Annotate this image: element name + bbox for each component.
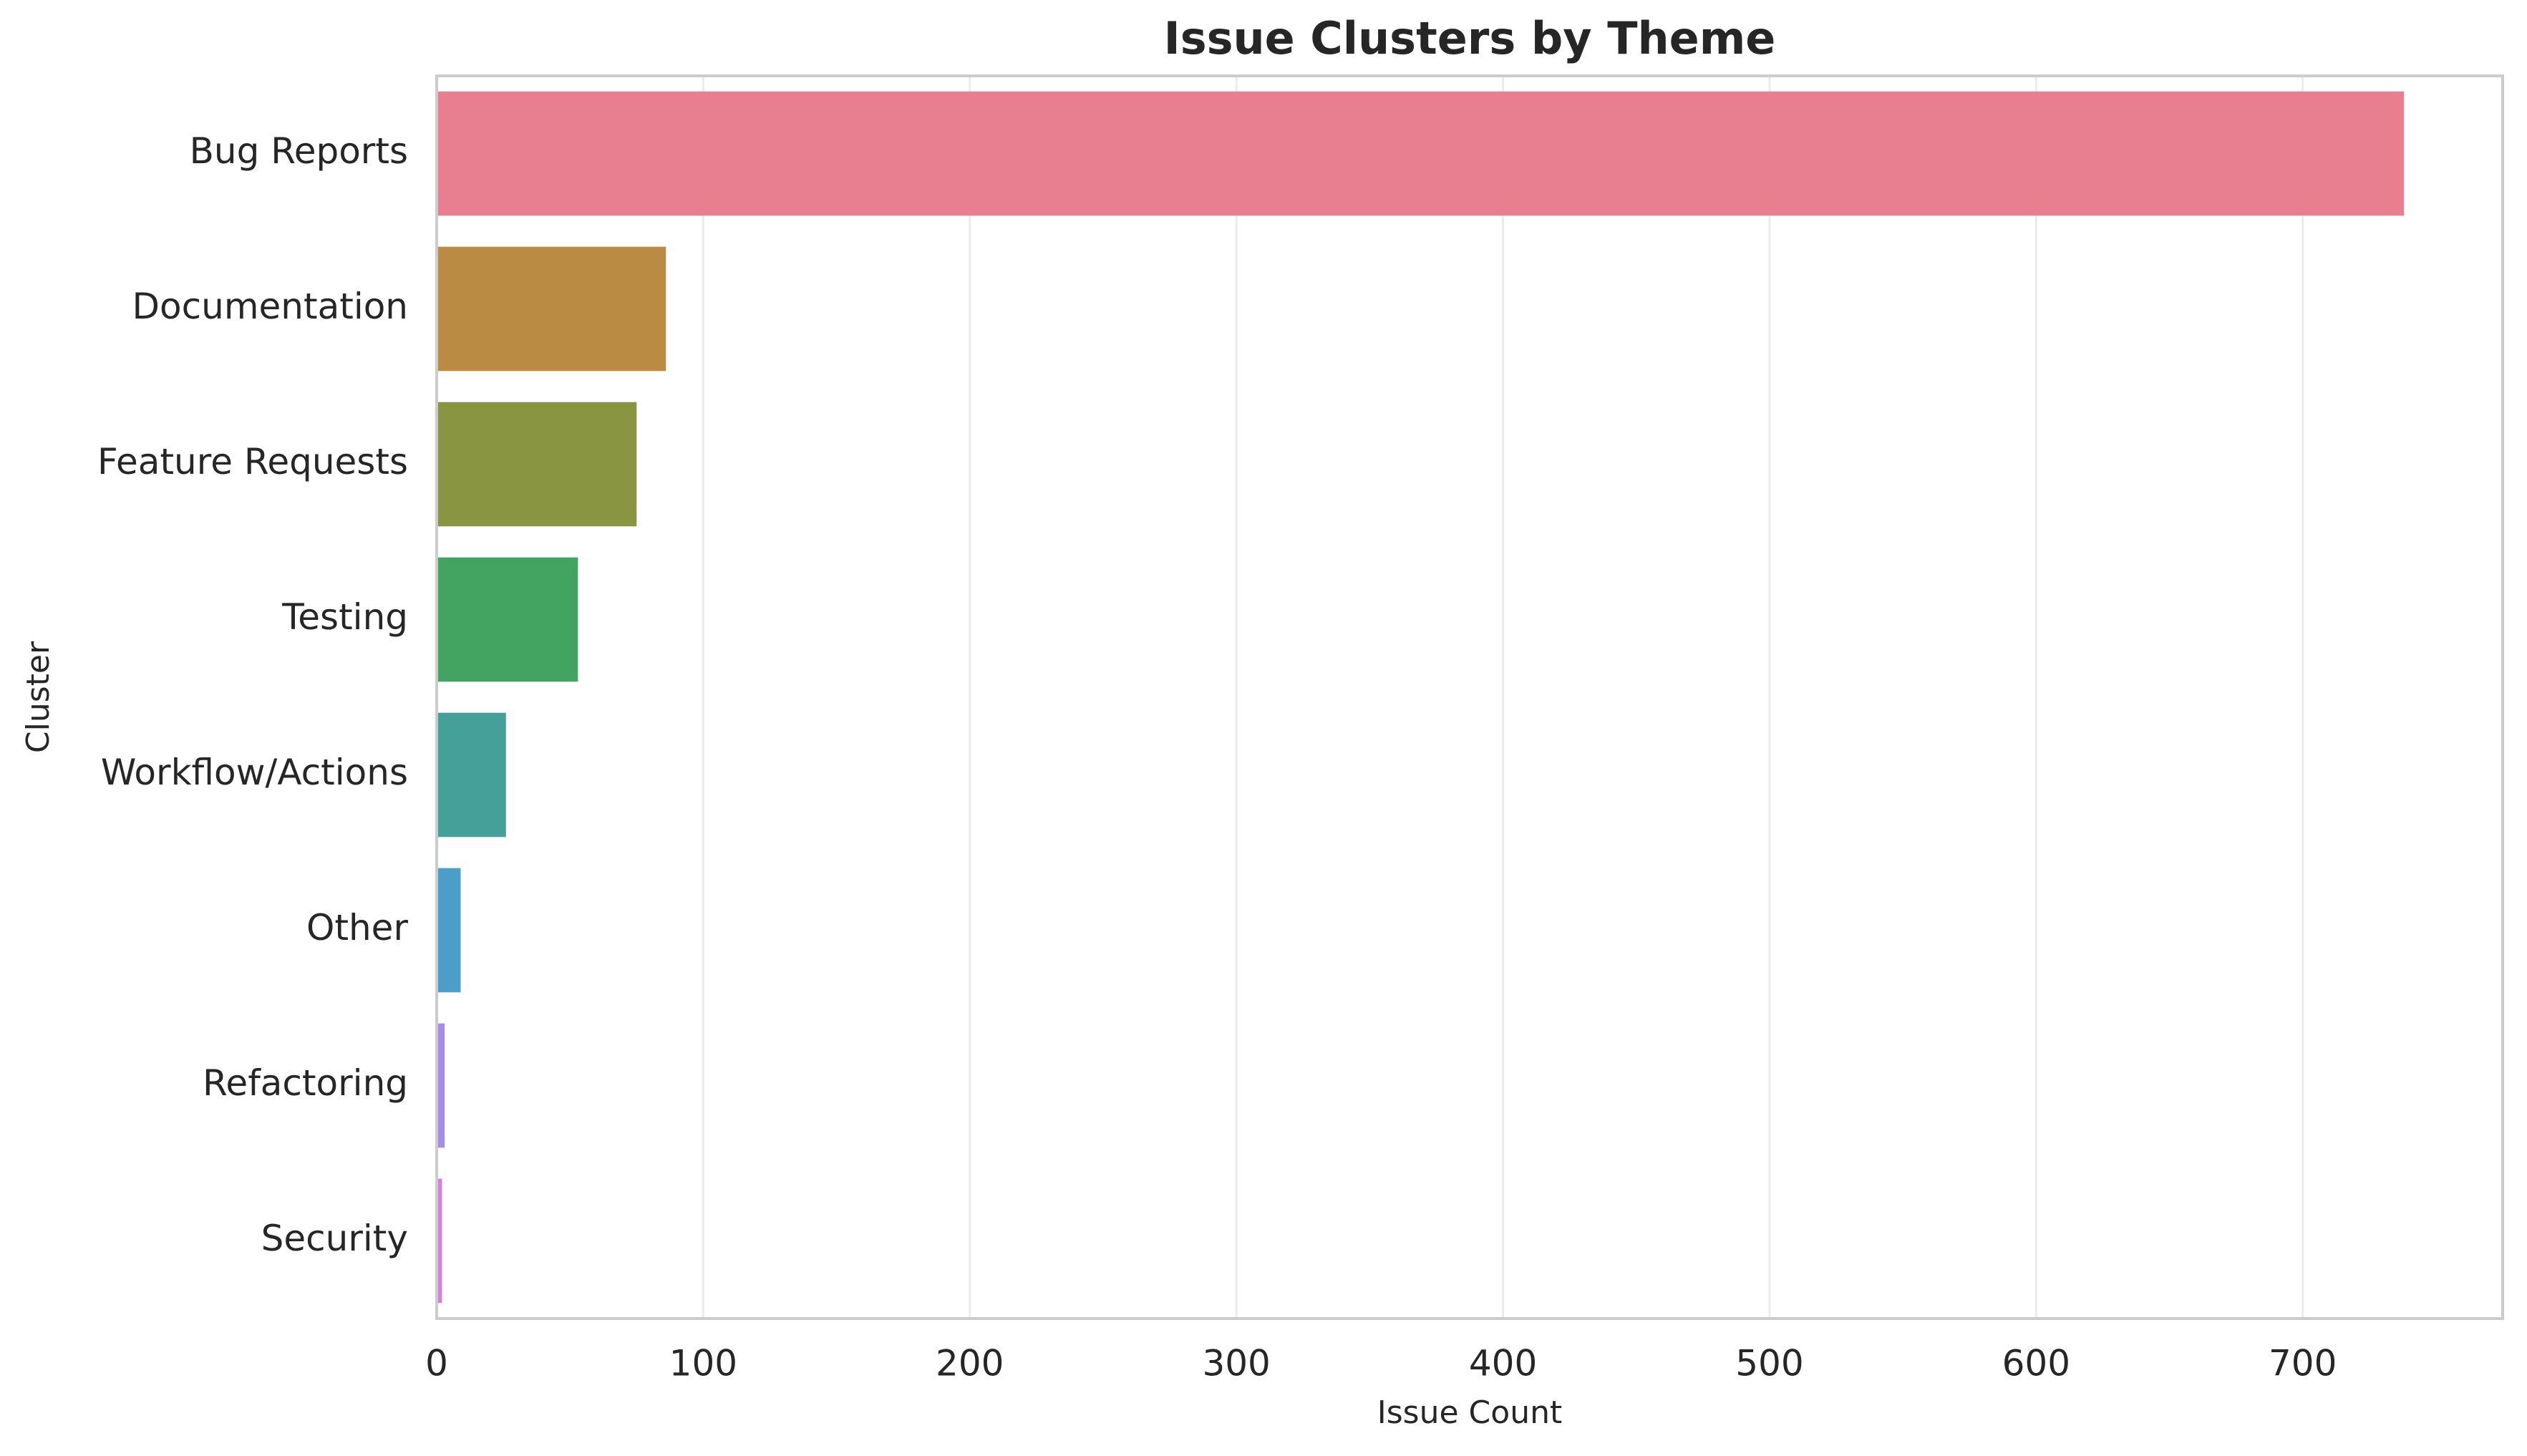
bar (437, 1178, 442, 1304)
y-tick-label: Security (261, 1218, 408, 1259)
y-tick-label: Feature Requests (97, 441, 408, 482)
x-tick-label: 100 (669, 1343, 737, 1384)
bar (437, 557, 578, 682)
x-tick-label: 500 (1735, 1343, 1803, 1384)
x-tick-label: 0 (425, 1343, 448, 1384)
plot-frame (435, 74, 2504, 1320)
y-tick-label: Bug Reports (190, 130, 408, 172)
y-tick-label: Other (306, 907, 408, 948)
bar (437, 402, 637, 527)
y-tick-label: Documentation (132, 286, 408, 327)
x-tick-label: 200 (936, 1343, 1004, 1384)
x-tick-label: 300 (1202, 1343, 1270, 1384)
bar (437, 1023, 445, 1148)
y-axis-label: Cluster (20, 641, 57, 753)
y-tick-label: Refactoring (203, 1062, 408, 1104)
x-tick-label: 400 (1469, 1343, 1537, 1384)
chart-title: Issue Clusters by Theme (1164, 12, 1776, 64)
y-tick-label: Workflow/Actions (101, 752, 408, 793)
x-axis-label: Issue Count (1377, 1394, 1562, 1431)
x-tick-label: 700 (2269, 1343, 2337, 1384)
bar (437, 712, 506, 838)
y-tick-label: Testing (281, 596, 408, 638)
bar (437, 868, 461, 993)
x-tick-label: 600 (2002, 1343, 2070, 1384)
bar (437, 91, 2405, 216)
bar (437, 246, 666, 372)
